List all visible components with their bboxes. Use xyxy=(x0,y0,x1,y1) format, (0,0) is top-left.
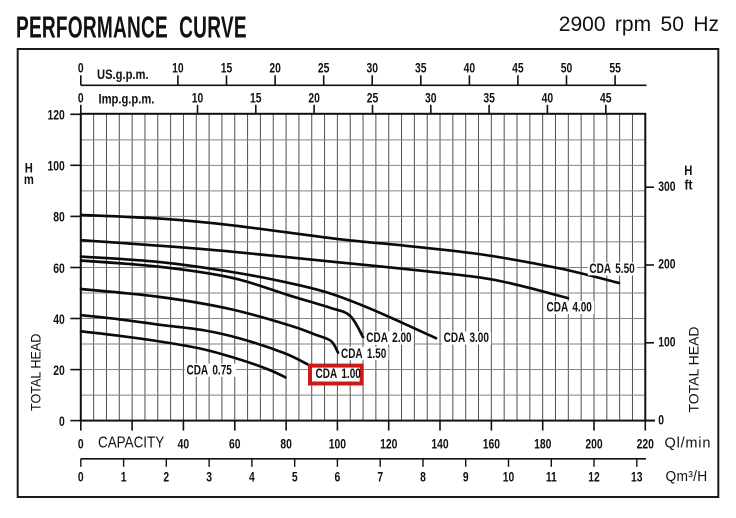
svg-text:0: 0 xyxy=(59,413,65,429)
svg-text:2900 rpm 50 Hz: 2900 rpm 50 Hz xyxy=(559,13,719,36)
svg-text:40: 40 xyxy=(178,436,190,452)
svg-text:100: 100 xyxy=(658,334,675,350)
svg-text:180: 180 xyxy=(534,436,551,452)
svg-text:200: 200 xyxy=(658,256,675,272)
svg-text:140: 140 xyxy=(431,436,448,452)
svg-text:40: 40 xyxy=(542,90,554,106)
svg-text:55: 55 xyxy=(609,60,621,76)
svg-text:9: 9 xyxy=(463,469,469,485)
svg-text:60: 60 xyxy=(229,436,241,452)
svg-text:5: 5 xyxy=(292,469,298,485)
svg-text:0: 0 xyxy=(78,90,84,106)
svg-text:35: 35 xyxy=(415,60,427,76)
svg-text:220: 220 xyxy=(637,436,654,452)
svg-text:100: 100 xyxy=(48,158,65,174)
svg-text:H: H xyxy=(684,163,692,178)
svg-text:0: 0 xyxy=(78,436,84,452)
svg-text:7: 7 xyxy=(377,469,383,485)
svg-text:10: 10 xyxy=(503,469,515,485)
svg-text:2: 2 xyxy=(163,469,169,485)
svg-text:20: 20 xyxy=(269,60,281,76)
svg-text:CDA 0.75: CDA 0.75 xyxy=(187,362,233,378)
svg-text:8: 8 xyxy=(420,469,426,485)
svg-text:TOTAL HEAD: TOTAL HEAD xyxy=(685,326,701,412)
svg-text:1: 1 xyxy=(121,469,127,485)
svg-text:15: 15 xyxy=(221,60,233,76)
svg-text:CDA 5.50: CDA 5.50 xyxy=(589,260,635,276)
svg-text:13: 13 xyxy=(631,469,643,485)
svg-text:11: 11 xyxy=(546,469,557,485)
svg-text:TOTAL HEAD: TOTAL HEAD xyxy=(28,334,44,411)
svg-text:80: 80 xyxy=(280,436,292,452)
svg-text:25: 25 xyxy=(318,60,330,76)
svg-text:80: 80 xyxy=(53,209,65,225)
svg-text:m: m xyxy=(24,172,34,187)
svg-text:H: H xyxy=(25,160,33,175)
svg-text:120: 120 xyxy=(48,107,65,123)
svg-text:40: 40 xyxy=(53,311,65,327)
svg-text:15: 15 xyxy=(250,90,262,106)
svg-text:300: 300 xyxy=(658,178,675,194)
svg-text:40: 40 xyxy=(464,60,476,76)
svg-text:60: 60 xyxy=(53,260,65,276)
svg-text:Ql/min: Ql/min xyxy=(665,436,712,452)
svg-text:CAPACITY: CAPACITY xyxy=(98,435,164,452)
svg-text:6: 6 xyxy=(335,469,341,485)
svg-text:12: 12 xyxy=(588,469,600,485)
svg-text:10: 10 xyxy=(172,60,184,76)
svg-text:45: 45 xyxy=(600,90,612,106)
svg-text:CDA 4.00: CDA 4.00 xyxy=(547,299,593,315)
svg-text:20: 20 xyxy=(308,90,320,106)
svg-text:120: 120 xyxy=(380,436,397,452)
svg-text:0: 0 xyxy=(658,412,664,428)
svg-text:50: 50 xyxy=(561,60,573,76)
svg-text:45: 45 xyxy=(512,60,524,76)
svg-text:20: 20 xyxy=(53,362,65,378)
svg-text:0: 0 xyxy=(78,60,84,76)
svg-text:35: 35 xyxy=(483,90,495,106)
svg-text:CDA 2.00: CDA 2.00 xyxy=(366,330,412,346)
svg-text:10: 10 xyxy=(192,90,204,106)
svg-text:30: 30 xyxy=(366,60,378,76)
svg-text:200: 200 xyxy=(585,436,602,452)
svg-text:25: 25 xyxy=(367,90,379,106)
svg-text:0: 0 xyxy=(78,469,84,485)
svg-text:US.g.p.m.: US.g.p.m. xyxy=(97,67,149,82)
svg-text:100: 100 xyxy=(329,436,346,452)
svg-text:ft: ft xyxy=(685,177,694,193)
svg-text:PERFORMANCE CURVE: PERFORMANCE CURVE xyxy=(16,11,247,45)
svg-text:160: 160 xyxy=(483,436,500,452)
svg-text:4: 4 xyxy=(249,469,255,485)
svg-text:Imp.g.p.m.: Imp.g.p.m. xyxy=(99,91,155,106)
svg-text:30: 30 xyxy=(425,90,437,106)
svg-text:CDA 3.00: CDA 3.00 xyxy=(444,330,490,346)
svg-text:CDA 1.00: CDA 1.00 xyxy=(316,366,362,382)
svg-text:Qm³/H: Qm³/H xyxy=(666,468,708,484)
svg-text:3: 3 xyxy=(206,469,212,485)
svg-text:CDA 1.50: CDA 1.50 xyxy=(341,345,387,361)
